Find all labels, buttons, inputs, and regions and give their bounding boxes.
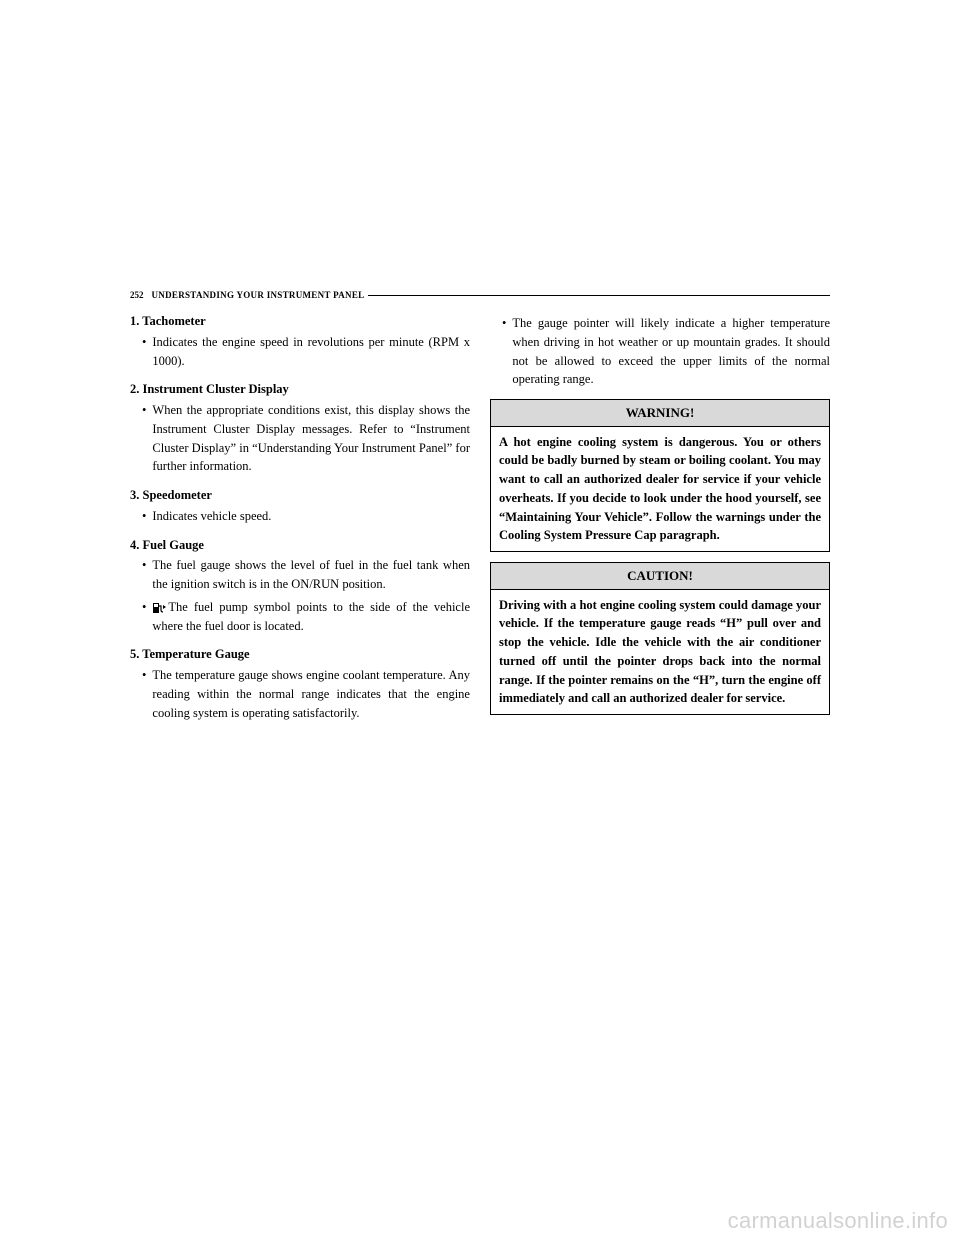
caution-body: Driving with a hot engine cooling system… (491, 590, 829, 715)
bullet-item: • Indicates vehicle speed. (130, 507, 470, 526)
caution-title: CAUTION! (491, 563, 829, 590)
fuel-pump-icon (152, 602, 166, 614)
bullet-icon: • (142, 507, 146, 526)
page-number: 252 (130, 290, 144, 300)
caution-box: CAUTION! Driving with a hot engine cooli… (490, 562, 830, 715)
bullet-text: The fuel gauge shows the level of fuel i… (152, 556, 470, 594)
bullet-icon: • (142, 556, 146, 594)
item-title: 1. Tachometer (130, 314, 206, 328)
watermark: carmanualsonline.info (728, 1208, 948, 1234)
bullet-text: Indicates vehicle speed. (152, 507, 470, 526)
bullet-icon: • (142, 598, 146, 636)
item-title: 5. Temperature Gauge (130, 647, 250, 661)
bullet-item: • The temperature gauge shows engine coo… (130, 666, 470, 722)
bullet-text: The temperature gauge shows engine coola… (152, 666, 470, 722)
section-title: UNDERSTANDING YOUR INSTRUMENT PANEL (152, 290, 365, 300)
list-item: 2. Instrument Cluster Display • When the… (130, 380, 470, 476)
columns: 1. Tachometer • Indicates the engine spe… (130, 312, 830, 732)
bullet-item: • The fuel pump symbol points to the sid… (130, 598, 470, 636)
bullet-icon: • (142, 666, 146, 722)
list-item: 1. Tachometer • Indicates the engine spe… (130, 312, 470, 370)
list-item: 4. Fuel Gauge • The fuel gauge shows the… (130, 536, 470, 636)
warning-title: WARNING! (491, 400, 829, 427)
item-title: 3. Speedometer (130, 488, 212, 502)
left-column: 1. Tachometer • Indicates the engine spe… (130, 312, 470, 732)
bullet-item: • Indicates the engine speed in revoluti… (130, 333, 470, 371)
list-item: 3. Speedometer • Indicates vehicle speed… (130, 486, 470, 526)
bullet-icon: • (502, 314, 506, 389)
bullet-text: The gauge pointer will likely indicate a… (512, 314, 830, 389)
warning-box: WARNING! A hot engine cooling system is … (490, 399, 830, 552)
item-title: 4. Fuel Gauge (130, 538, 204, 552)
item-title: 2. Instrument Cluster Display (130, 382, 289, 396)
bullet-icon: • (142, 333, 146, 371)
list-item: 5. Temperature Gauge • The temperature g… (130, 645, 470, 722)
page-header: 252 UNDERSTANDING YOUR INSTRUMENT PANEL (130, 290, 830, 300)
warning-body: A hot engine cooling system is dangerous… (491, 427, 829, 552)
bullet-icon: • (142, 401, 146, 476)
header-rule (368, 295, 830, 296)
page-content: 252 UNDERSTANDING YOUR INSTRUMENT PANEL … (130, 290, 830, 830)
bullet-item: • The fuel gauge shows the level of fuel… (130, 556, 470, 594)
bullet-item: • The gauge pointer will likely indicate… (490, 314, 830, 389)
bullet-text: Indicates the engine speed in revolution… (152, 333, 470, 371)
right-column: • The gauge pointer will likely indicate… (490, 312, 830, 732)
bullet-text: The fuel pump symbol points to the side … (152, 598, 470, 636)
bullet-text: When the appropriate conditions exist, t… (152, 401, 470, 476)
bullet-item: • When the appropriate conditions exist,… (130, 401, 470, 476)
